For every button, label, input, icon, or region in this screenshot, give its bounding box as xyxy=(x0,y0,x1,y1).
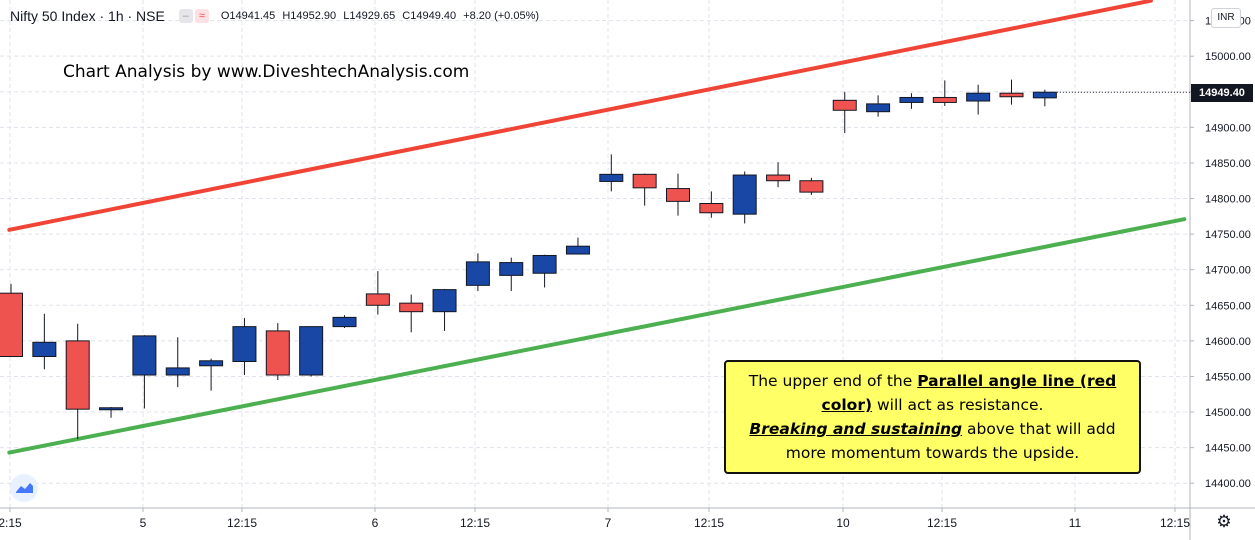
price-tick-label: 14500.00 xyxy=(1205,407,1251,419)
time-tick-label: 2:15 xyxy=(0,516,22,530)
note-line2-suffix: above that will add more momentum toward… xyxy=(785,420,1116,462)
candle-body xyxy=(932,96,957,103)
tradingview-logo-icon[interactable] xyxy=(10,474,38,502)
open-value: O14941.45 xyxy=(220,10,276,22)
gear-icon[interactable]: ⚙ xyxy=(1216,512,1232,531)
candle-body xyxy=(232,326,257,363)
price-tick-label: 14650.00 xyxy=(1205,300,1251,312)
note-line2-emphasis: Breaking and sustaining xyxy=(749,420,963,438)
candle-body xyxy=(465,261,490,286)
candle-body xyxy=(966,92,991,102)
time-tick-label: 6 xyxy=(372,516,379,530)
candle-body xyxy=(65,340,90,410)
change-value: +8.20 (+0.05%) xyxy=(463,10,540,22)
candle-body xyxy=(899,96,924,103)
price-tick-label: 14400.00 xyxy=(1205,478,1251,490)
candle-body xyxy=(399,302,424,313)
candle-body xyxy=(132,335,157,376)
chart-annotation-title: Chart Analysis by www.DiveshtechAnalysis… xyxy=(63,62,470,82)
candle-body xyxy=(732,174,757,215)
candle-body xyxy=(632,173,657,189)
time-tick-label: 12:15 xyxy=(1160,516,1190,530)
time-tick-label: 11 xyxy=(1069,516,1082,530)
last-price-label: 14949.40 xyxy=(1191,84,1253,102)
time-tick-label: 5 xyxy=(140,516,147,530)
candle-body xyxy=(599,173,624,182)
candle-body xyxy=(999,92,1024,98)
close-value: C14949.40 xyxy=(402,10,457,22)
candle-body xyxy=(199,360,224,367)
currency-badge[interactable]: INR xyxy=(1211,8,1241,28)
note-line1-emphasis: Parallel angle line (red color) xyxy=(821,372,1117,414)
time-tick-label: 7 xyxy=(605,516,612,530)
time-tick-label: 12:15 xyxy=(460,516,490,530)
candle-body xyxy=(332,316,357,328)
time-tick-label: 10 xyxy=(836,516,850,530)
note-line1-prefix: The upper end of the xyxy=(748,372,918,390)
candle-body xyxy=(866,103,891,113)
minus-icon[interactable]: – xyxy=(178,9,193,23)
candle-body xyxy=(666,188,690,202)
candle-body xyxy=(165,367,190,376)
candle-body xyxy=(432,289,457,313)
price-tick-label: 14700.00 xyxy=(1205,265,1251,277)
candle-body xyxy=(532,254,557,274)
high-value: H14952.90 xyxy=(282,10,337,22)
symbol-title[interactable]: Nifty 50 Index · 1h · NSE xyxy=(10,8,165,24)
candle-body xyxy=(766,174,791,182)
price-tick-label: 14600.00 xyxy=(1205,336,1251,348)
price-tick-label: 14550.00 xyxy=(1205,371,1251,383)
resistance-trendline xyxy=(7,0,1153,232)
legend-toggle-buttons[interactable]: – ≈ xyxy=(178,9,209,23)
approx-icon[interactable]: ≈ xyxy=(194,9,209,23)
price-tick-label: 14800.00 xyxy=(1205,194,1251,206)
time-tick-label: 12:15 xyxy=(694,516,724,530)
price-tick-label: 14900.00 xyxy=(1205,122,1251,134)
price-tick-label: 14850.00 xyxy=(1205,158,1251,170)
candle-body xyxy=(799,180,824,193)
candle-body xyxy=(1032,91,1057,99)
low-value: L14929.65 xyxy=(343,10,396,22)
ohlc-values: O14941.45 H14952.90 L14929.65 C14949.40 … xyxy=(221,10,543,22)
price-tick-label: 14750.00 xyxy=(1205,229,1251,241)
candle-body xyxy=(832,99,857,111)
note-line1-suffix: will act as resistance. xyxy=(872,396,1044,414)
support-trendline xyxy=(7,217,1187,455)
candle-body xyxy=(565,245,590,255)
price-tick-label: 14450.00 xyxy=(1205,443,1251,455)
analysis-note: The upper end of the Parallel angle line… xyxy=(724,360,1141,474)
time-tick-label: 12:15 xyxy=(227,516,257,530)
time-tick-label: 12:15 xyxy=(927,516,957,530)
candle-body xyxy=(99,407,124,411)
price-tick-label: 15000.00 xyxy=(1205,51,1251,63)
candle-body xyxy=(299,326,324,376)
candle-body xyxy=(0,292,23,358)
candle-body xyxy=(265,330,290,376)
candle-body xyxy=(32,341,57,358)
candle-body xyxy=(499,262,524,276)
legend-bar: Nifty 50 Index · 1h · NSE – ≈ O14941.45 … xyxy=(0,0,543,32)
candle-body xyxy=(365,293,390,306)
candle-body xyxy=(699,203,724,214)
